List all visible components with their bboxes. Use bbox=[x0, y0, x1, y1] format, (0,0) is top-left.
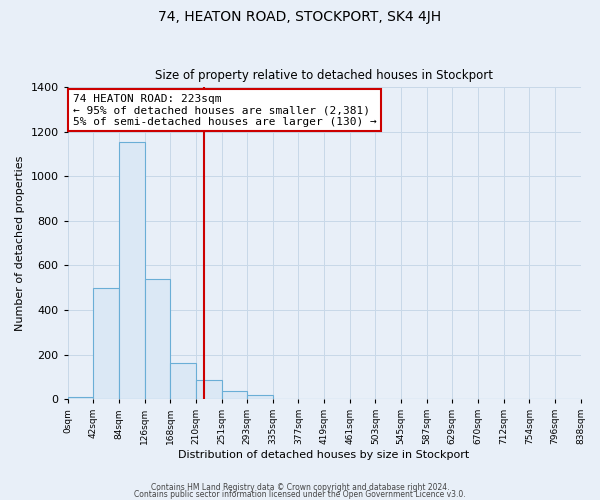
Title: Size of property relative to detached houses in Stockport: Size of property relative to detached ho… bbox=[155, 69, 493, 82]
Bar bbox=[170, 364, 196, 399]
X-axis label: Distribution of detached houses by size in Stockport: Distribution of detached houses by size … bbox=[178, 450, 470, 460]
Bar bbox=[68, 397, 94, 399]
Text: 74, HEATON ROAD, STOCKPORT, SK4 4JH: 74, HEATON ROAD, STOCKPORT, SK4 4JH bbox=[158, 10, 442, 24]
Bar bbox=[145, 279, 170, 399]
Text: Contains public sector information licensed under the Open Government Licence v3: Contains public sector information licen… bbox=[134, 490, 466, 499]
Y-axis label: Number of detached properties: Number of detached properties bbox=[15, 156, 25, 331]
Bar bbox=[196, 380, 221, 399]
Text: 74 HEATON ROAD: 223sqm
← 95% of detached houses are smaller (2,381)
5% of semi-d: 74 HEATON ROAD: 223sqm ← 95% of detached… bbox=[73, 94, 377, 127]
Bar bbox=[221, 391, 247, 399]
Bar bbox=[119, 142, 145, 399]
Bar bbox=[94, 288, 119, 399]
Text: Contains HM Land Registry data © Crown copyright and database right 2024.: Contains HM Land Registry data © Crown c… bbox=[151, 484, 449, 492]
Bar bbox=[247, 395, 273, 399]
